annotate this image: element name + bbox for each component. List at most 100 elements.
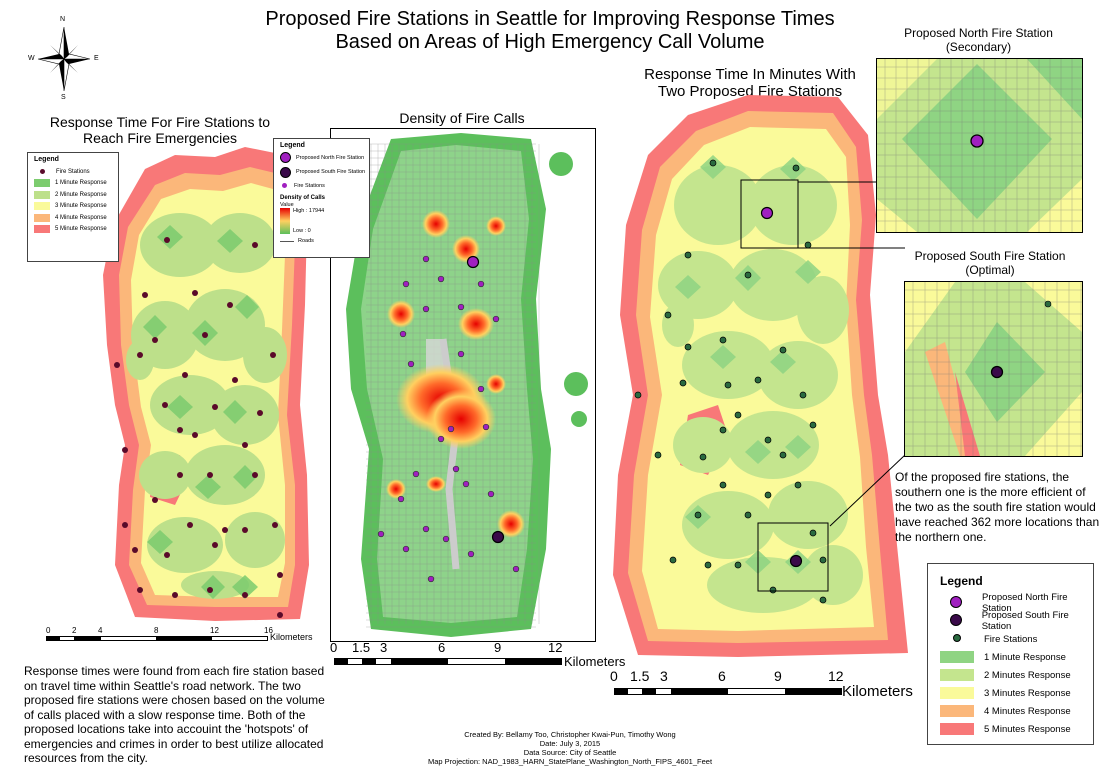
middle-scale-bar: 0 1.5 3 6 9 12 Kilometers: [330, 640, 640, 672]
north-inset-title-line1: Proposed North Fire Station: [904, 26, 1053, 40]
left-scale-bar: 0 2 4 8 12 16 Kilometers: [46, 626, 336, 646]
map-title-line1: Proposed Fire Stations in Seattle for Im…: [265, 8, 835, 30]
left-legend-item: 3 Minute Response: [34, 201, 118, 213]
legend-label: Fire Stations: [56, 168, 90, 175]
fire-station-dot: [457, 350, 465, 358]
density-low: Low : 0: [293, 227, 311, 234]
scale-tick-label: 9: [494, 640, 502, 655]
right-response-map: [608, 95, 938, 665]
fire-station-dot: [137, 587, 143, 593]
middle-scale-unit: Kilometers: [564, 654, 626, 669]
credit-projection: Map Projection: NAD_1983_HARN_StatePlane…: [427, 757, 713, 766]
fire-station-dot: [277, 612, 283, 618]
fire-station-dot: [242, 442, 248, 448]
fire-station-dot: [412, 470, 420, 478]
legend-label: 3 Minutes Response: [984, 687, 1071, 699]
legend-roads: Roads: [298, 238, 314, 245]
right-map-title-line1: Response Time In Minutes With: [644, 66, 856, 83]
legend-label: 4 Minutes Response: [984, 705, 1071, 717]
fire-station-dot: [437, 435, 445, 443]
fire-station-dot: [192, 432, 198, 438]
fire-station-dot: [207, 587, 213, 593]
fire-station-dot: [242, 592, 248, 598]
left-map-title: Response Time For Fire Stations to Reach…: [30, 114, 290, 146]
fire-station-dot: [719, 336, 727, 344]
legend-swatch: [34, 202, 50, 211]
fire-station-dot: [257, 410, 263, 416]
fire-station-dot: [242, 527, 248, 533]
legend-swatch: [34, 213, 50, 222]
fire-station-dot: [699, 453, 707, 461]
density-map: [330, 128, 596, 642]
fire-station-dot: [634, 391, 642, 399]
scale-tick-label: 0: [610, 668, 618, 684]
fire-station-dot: [719, 426, 727, 434]
legend-label: 2 Minute Response: [55, 191, 107, 198]
fire-station-dot: [222, 527, 228, 533]
legend-north: Proposed North Fire Station: [296, 154, 365, 161]
map-title: Proposed Fire Stations in Seattle for Im…: [200, 8, 900, 54]
middle-legend: Legend Proposed North Fire Station Propo…: [273, 138, 370, 258]
left-scale-unit: Kilometers: [270, 632, 313, 642]
fire-station-dot: [447, 425, 455, 433]
fire-station-dot: [684, 251, 692, 259]
south-inset-title-line2: (Optimal): [965, 263, 1015, 277]
fire-station-dot: [397, 495, 405, 503]
fire-station-dot: [452, 465, 460, 473]
fire-station-dot: [794, 481, 802, 489]
fire-station-dot: [402, 280, 410, 288]
fire-station-dot: [437, 275, 445, 283]
north-inset-map: [876, 58, 1083, 233]
scale-tick-label: 12: [548, 640, 563, 655]
fire-station-dot: [467, 550, 475, 558]
fire-station-dot: [164, 237, 170, 243]
fire-station-dot: [212, 542, 218, 548]
conclusion-text: Of the proposed fire stations, the south…: [895, 470, 1100, 544]
fire-station-dot: [709, 159, 717, 167]
scale-tick-label: 16: [264, 626, 273, 635]
fire-station-dot: [462, 480, 470, 488]
fire-station-dot: [172, 592, 178, 598]
legend-swatch: [940, 723, 974, 735]
value-label: Value: [280, 201, 294, 208]
fire-station-dot: [422, 525, 430, 533]
south-station-icon: [940, 613, 972, 629]
scale-tick-label: 0: [46, 626, 51, 635]
right-legend-item: 2 Minutes Response: [940, 666, 1093, 684]
compass-south: S: [61, 94, 66, 101]
fire-station-dot: [764, 436, 772, 444]
fire-station-dot: [422, 255, 430, 263]
fire-station-dot: [162, 402, 168, 408]
fire-station-dot: [664, 311, 672, 319]
fire-station-dot: [277, 572, 283, 578]
road-line-icon: [280, 240, 294, 242]
left-legend-item: 2 Minute Response: [34, 189, 118, 201]
left-legend-item: 5 Minute Response: [34, 224, 118, 236]
fire-station-dot: [769, 586, 777, 594]
fire-station-dot: [819, 556, 827, 564]
legend-label: 1 Minute Response: [984, 651, 1066, 663]
legend-label: 5 Minute Response: [55, 226, 107, 233]
fire-station-dot: [654, 451, 662, 459]
fire-station-dot: [182, 372, 188, 378]
left-legend-item: 1 Minute Response: [34, 178, 118, 190]
fire-station-dot: [252, 242, 258, 248]
left-legend-item: Fire Stations: [34, 166, 118, 178]
inset-leader-lines: [798, 181, 906, 527]
scale-tick-label: 6: [438, 640, 446, 655]
fire-station-dot: [212, 404, 218, 410]
fire-station-dot: [152, 497, 158, 503]
station-dot-icon: [282, 183, 287, 189]
station-dot-icon: [940, 633, 974, 645]
legend-label: 5 Minutes Response: [984, 723, 1071, 735]
legend-swatch: [940, 687, 974, 699]
right-legend-title: Legend: [940, 574, 983, 588]
fire-station-dot: [422, 305, 430, 313]
fire-station-dot: [272, 522, 278, 528]
fire-station-dot: [152, 337, 158, 343]
fire-station-dot: [232, 377, 238, 383]
fire-station-dot: [442, 535, 450, 543]
scale-tick-label: 3: [380, 640, 388, 655]
fire-station-dot: [694, 511, 702, 519]
legend-label: 4 Minute Response: [55, 214, 107, 221]
